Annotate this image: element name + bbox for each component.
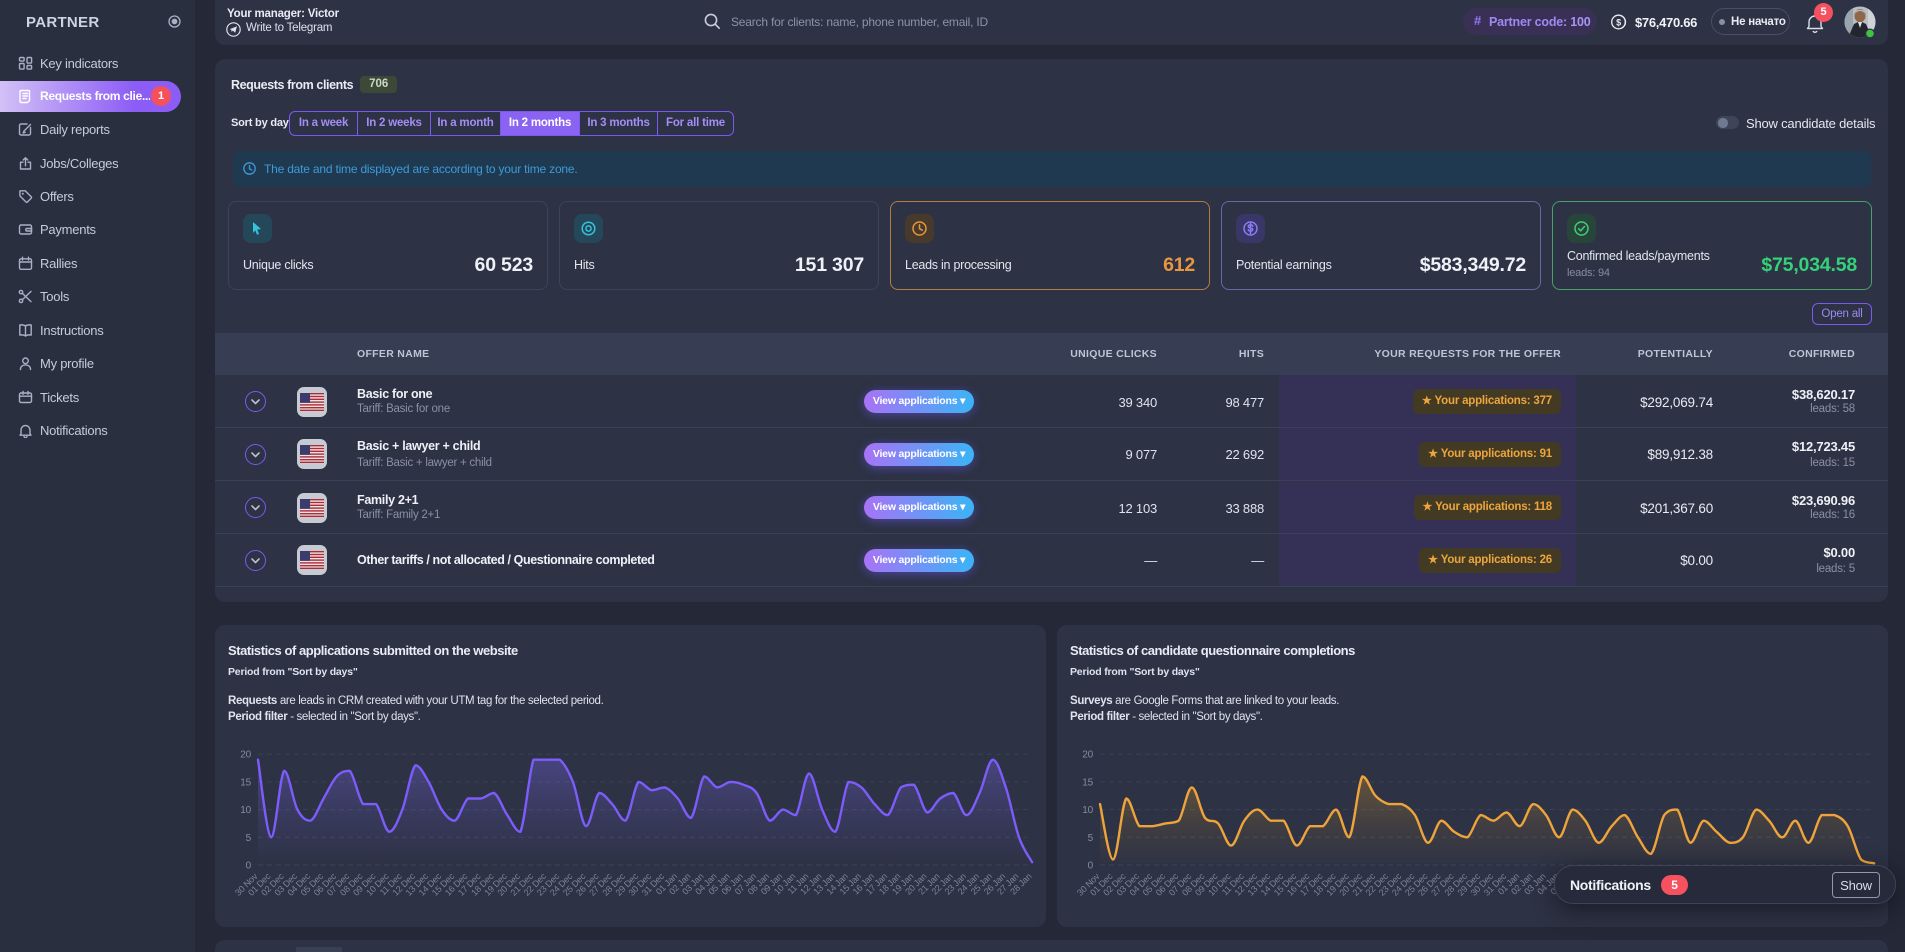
svg-text:20: 20 bbox=[1082, 750, 1093, 761]
svg-text:15: 15 bbox=[1082, 777, 1093, 788]
svg-text:20: 20 bbox=[240, 750, 251, 761]
svg-text:5: 5 bbox=[246, 833, 252, 844]
svg-text:0: 0 bbox=[1088, 861, 1094, 872]
svg-text:15: 15 bbox=[240, 777, 251, 788]
svg-text:5: 5 bbox=[1088, 833, 1094, 844]
svg-text:10: 10 bbox=[1082, 805, 1093, 816]
svg-text:0: 0 bbox=[246, 861, 252, 872]
svg-text:$: $ bbox=[1616, 17, 1621, 27]
svg-text:10: 10 bbox=[240, 805, 251, 816]
